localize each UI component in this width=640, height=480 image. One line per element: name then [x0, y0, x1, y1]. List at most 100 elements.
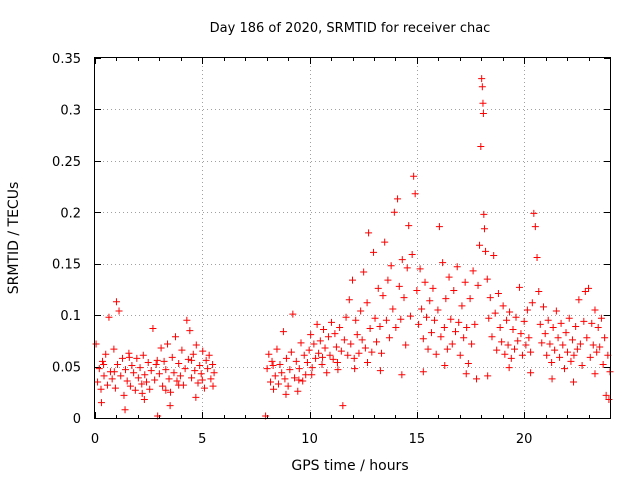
data-points	[92, 75, 614, 420]
data-point	[333, 358, 341, 366]
data-point	[591, 370, 599, 378]
data-point	[498, 338, 506, 346]
data-point	[471, 320, 479, 328]
data-point	[506, 308, 514, 316]
data-point	[421, 278, 429, 286]
data-point	[541, 330, 549, 338]
data-point	[460, 334, 468, 342]
data-point	[315, 349, 323, 357]
data-point	[364, 358, 372, 366]
data-point	[410, 172, 418, 180]
data-point	[445, 273, 453, 281]
data-point	[140, 395, 148, 403]
data-point	[321, 344, 329, 352]
data-point	[192, 393, 200, 401]
data-point	[123, 377, 131, 385]
data-point	[464, 359, 472, 367]
data-point	[476, 241, 484, 249]
data-point	[461, 278, 469, 286]
data-point	[572, 322, 580, 330]
data-point	[552, 307, 560, 315]
data-point	[514, 337, 522, 345]
x-tick-label: 5	[198, 432, 206, 447]
data-point	[554, 334, 562, 342]
data-point	[102, 350, 110, 358]
data-point	[103, 381, 111, 389]
data-point	[413, 286, 421, 294]
data-point	[188, 356, 196, 364]
data-point	[274, 380, 282, 388]
data-point	[442, 295, 450, 303]
data-point	[402, 341, 410, 349]
data-point	[479, 110, 487, 118]
data-point	[546, 340, 554, 348]
data-point	[318, 353, 326, 361]
data-point	[300, 351, 308, 359]
data-point	[419, 368, 427, 376]
data-point	[512, 313, 520, 321]
data-point	[591, 306, 599, 314]
data-point	[189, 350, 197, 358]
data-point	[361, 344, 369, 352]
x-tick-labels: 0 5 10 15 20	[91, 432, 533, 447]
data-point	[518, 351, 526, 359]
data-point	[117, 372, 125, 380]
data-point	[548, 375, 556, 383]
data-point	[94, 378, 102, 386]
data-point	[599, 361, 607, 369]
data-point	[347, 340, 355, 348]
data-point	[270, 385, 278, 393]
data-point	[294, 387, 302, 395]
data-point	[580, 317, 588, 325]
data-point	[175, 359, 183, 367]
data-point	[138, 380, 146, 388]
data-point	[594, 323, 602, 331]
data-point	[381, 238, 389, 246]
grid-lines	[95, 58, 610, 418]
data-point	[157, 344, 165, 352]
data-point	[432, 350, 440, 358]
data-point	[166, 402, 174, 410]
data-point	[392, 323, 400, 331]
y-tick-label: 0.15	[52, 258, 81, 273]
data-point	[146, 385, 154, 393]
data-point	[349, 276, 356, 284]
data-point	[403, 264, 411, 272]
data-point	[136, 364, 144, 372]
data-point	[149, 325, 157, 333]
data-point	[284, 382, 292, 390]
data-point	[99, 357, 107, 365]
axis-ticks	[95, 58, 610, 419]
x-tick-label: 20	[516, 432, 533, 447]
data-point	[377, 349, 385, 357]
data-point	[326, 351, 334, 359]
data-point	[303, 358, 311, 366]
data-point	[342, 313, 350, 321]
data-point	[291, 374, 299, 382]
data-point	[302, 371, 310, 379]
x-tick-label: 0	[91, 432, 99, 447]
data-point	[198, 376, 206, 384]
data-point	[479, 99, 487, 107]
data-point	[210, 369, 218, 377]
data-point	[130, 369, 138, 377]
data-point	[453, 263, 461, 271]
data-point	[115, 307, 123, 315]
data-point	[488, 333, 496, 341]
data-point	[371, 314, 379, 322]
data-point	[331, 330, 339, 338]
data-point	[351, 365, 359, 373]
data-point	[155, 370, 163, 378]
data-point	[564, 348, 572, 356]
data-point	[287, 348, 295, 356]
data-point	[282, 354, 290, 362]
data-point	[443, 345, 451, 353]
data-point	[565, 314, 573, 322]
y-tick-label: 0.1	[60, 309, 81, 324]
data-point	[153, 356, 161, 364]
data-point	[278, 369, 286, 377]
data-point	[504, 341, 512, 349]
data-point	[466, 295, 474, 303]
data-point	[336, 323, 344, 331]
data-point	[171, 333, 179, 341]
